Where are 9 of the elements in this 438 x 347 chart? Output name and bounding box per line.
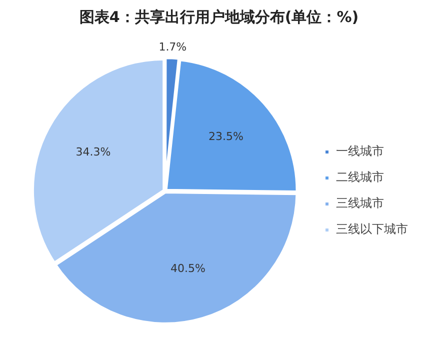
data-label: 1.7%	[158, 40, 187, 54]
data-label: 40.5%	[170, 262, 206, 276]
legend-label: 一线城市	[336, 144, 384, 158]
data-label: 34.3%	[76, 145, 111, 158]
legend-label: 三线城市	[336, 196, 384, 210]
legend-label: 二线城市	[336, 170, 384, 184]
data-label: 23.5%	[208, 130, 244, 143]
legend-label: 三线以下城市	[336, 222, 408, 236]
chart-title: 图表4：共享出行用户地域分布(单位：%)	[78, 7, 360, 28]
